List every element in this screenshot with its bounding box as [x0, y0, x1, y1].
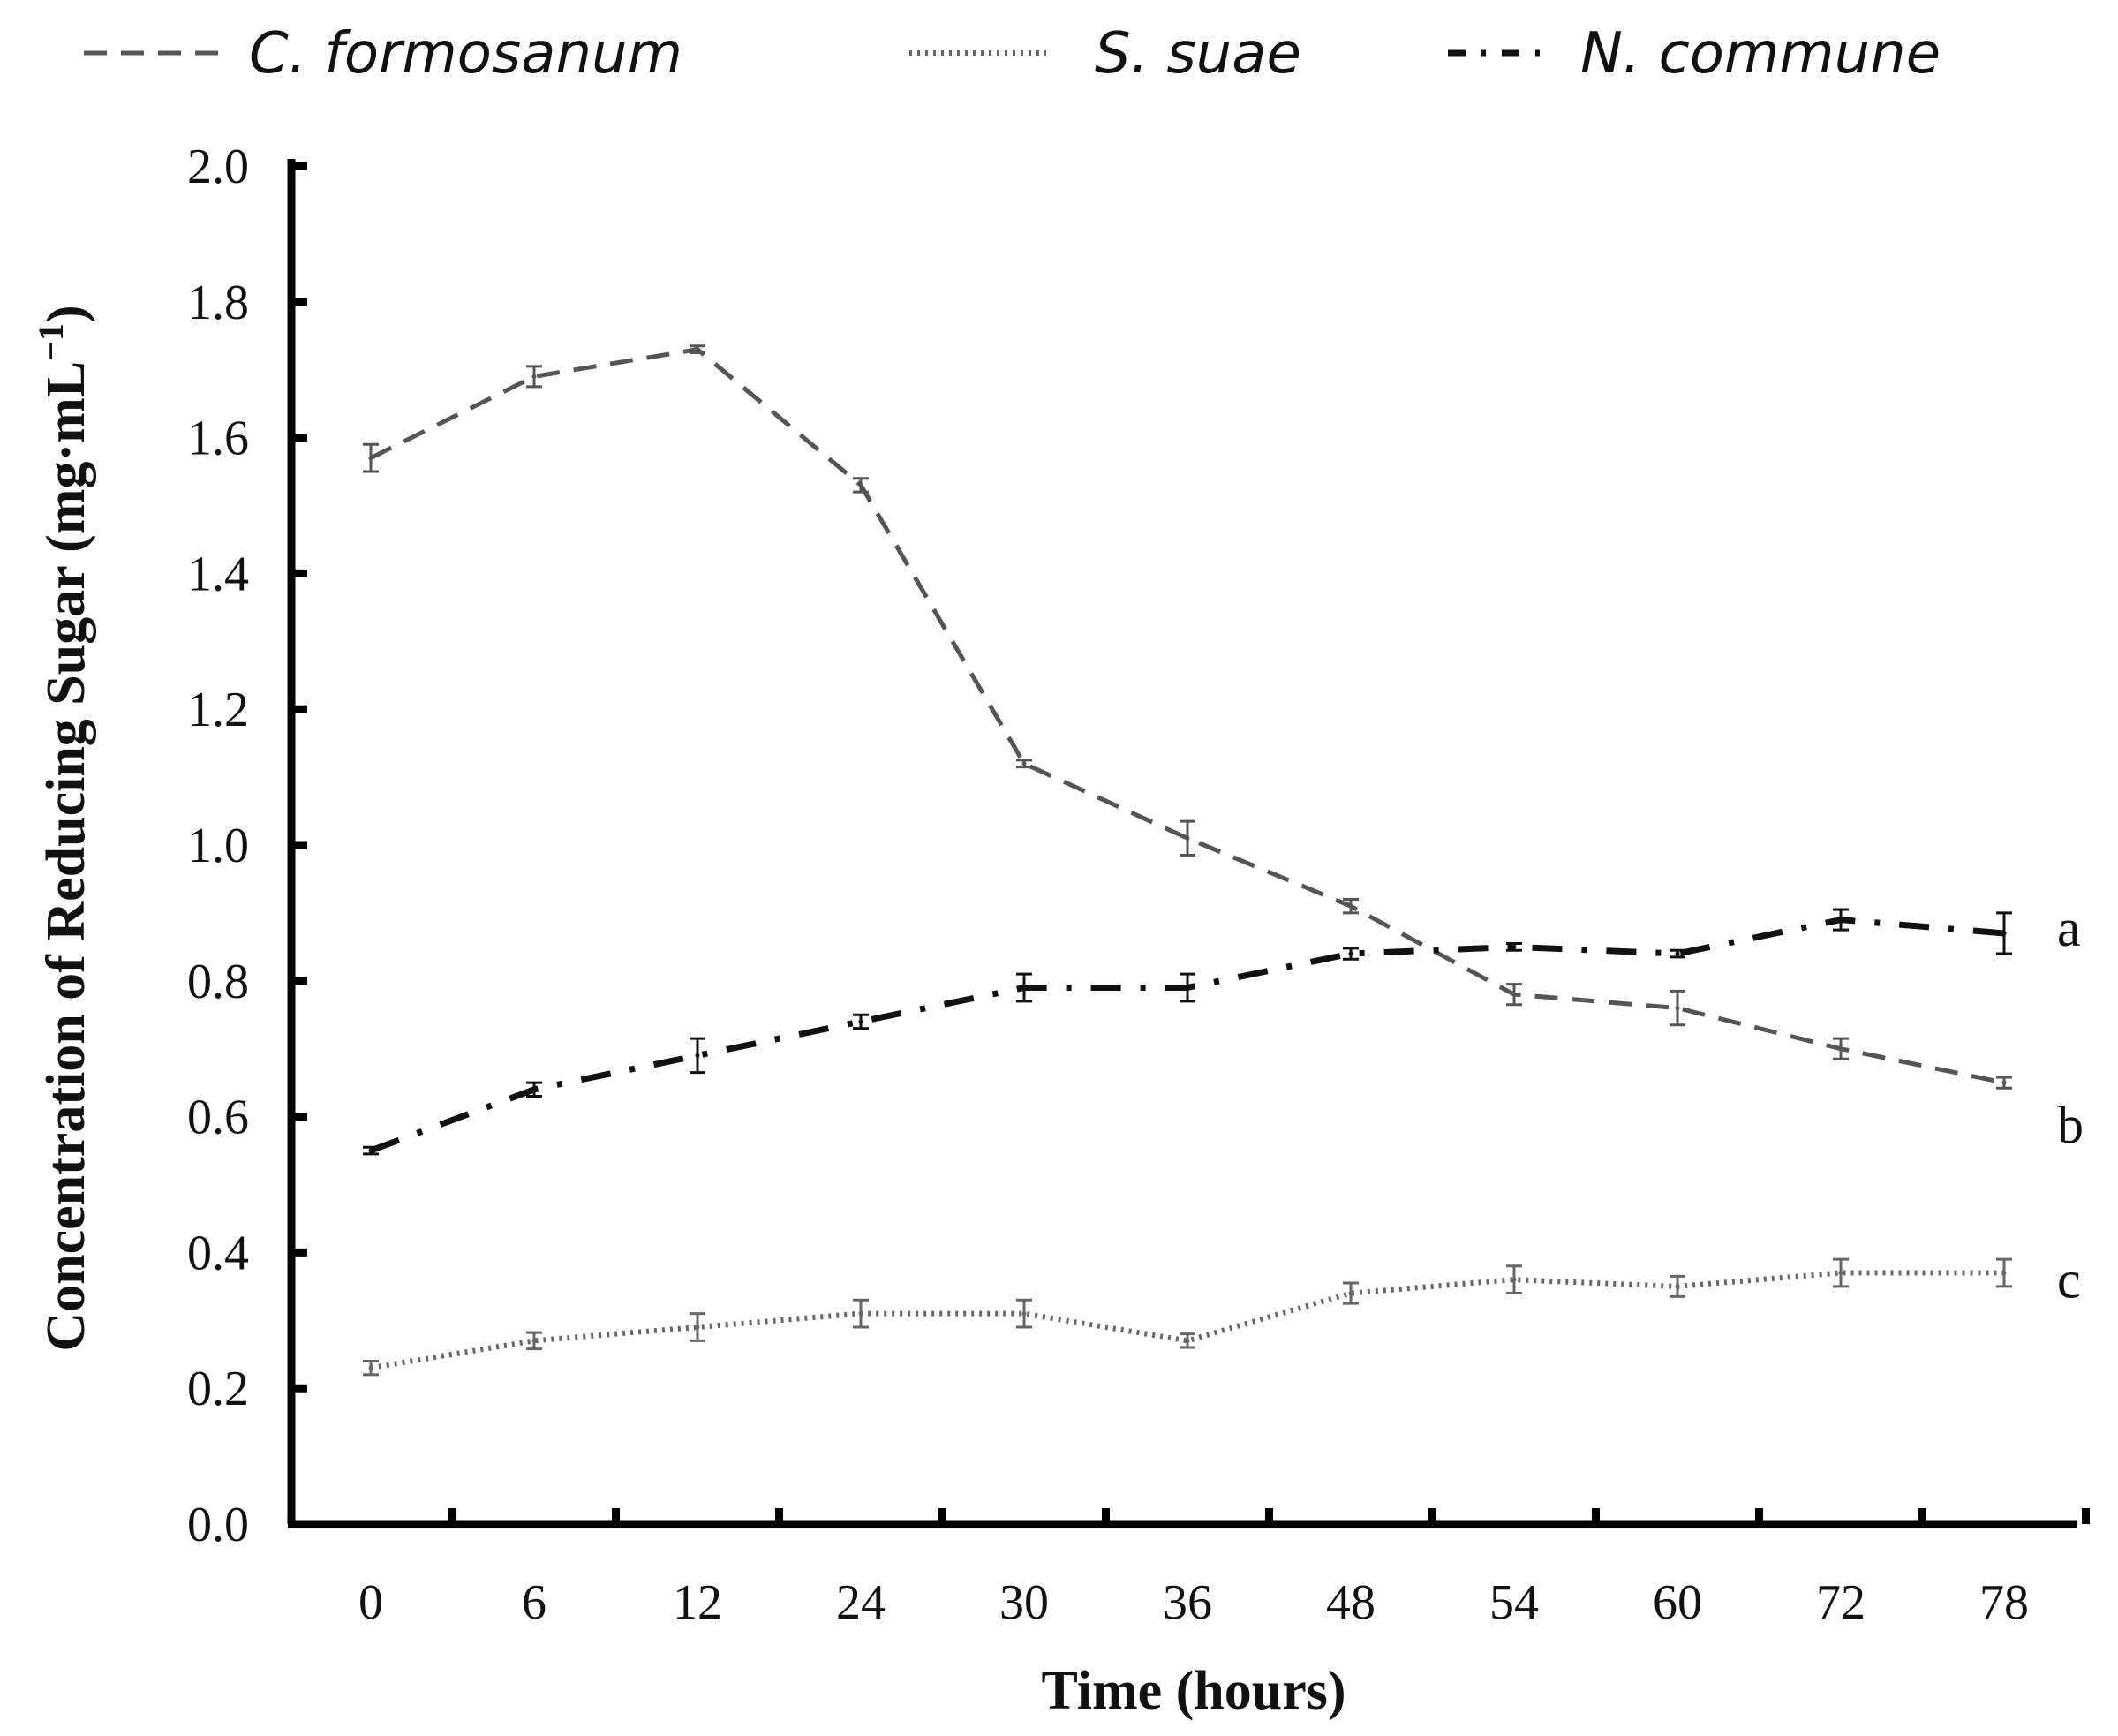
y-tick-label: 1.0	[187, 819, 249, 873]
x-tick-label: 6	[522, 1575, 546, 1630]
data-point	[858, 1311, 863, 1317]
x-tick-label: 30	[999, 1575, 1049, 1630]
series-layer: b c a	[363, 344, 2084, 1377]
x-tick-label: 24	[836, 1575, 886, 1630]
y-axis-title: Concentration of Reducing Sugar (mg·mL−1…	[31, 305, 96, 1351]
data-point	[1348, 903, 1353, 909]
data-point	[1838, 1270, 1843, 1275]
x-axis-ticks: 0 6 12 24 30 36 48 54 60 72 78	[358, 1508, 2090, 1630]
y-tick-label: 1.4	[187, 547, 249, 601]
x-tick-label: 48	[1326, 1575, 1376, 1630]
x-tick-label: 78	[1979, 1575, 2029, 1630]
data-point	[1348, 951, 1353, 956]
x-tick-label: 60	[1653, 1575, 1702, 1630]
x-tick-label: 12	[673, 1575, 722, 1630]
series-s-suae: c	[363, 1250, 2081, 1377]
data-point	[1511, 944, 1517, 949]
series-end-label: c	[2057, 1250, 2081, 1309]
x-tick-label: 0	[358, 1575, 383, 1630]
y-tick-label: 1.6	[187, 411, 249, 466]
legend: C. formosanum S. suae N. commune	[84, 21, 1941, 87]
x-axis-title: Time (hours)	[1041, 1661, 1345, 1721]
data-point	[531, 374, 537, 379]
data-point	[695, 1325, 700, 1330]
data-point	[1511, 1277, 1517, 1282]
data-point	[858, 1019, 863, 1024]
legend-label-s-suae: S. suae	[1095, 21, 1301, 87]
data-point	[1185, 1338, 1190, 1343]
y-axis-title-superscript: −1	[31, 323, 71, 361]
x-tick-label: 54	[1489, 1575, 1539, 1630]
y-tick-label: 0.4	[187, 1226, 249, 1280]
y-tick-label: 0.8	[187, 955, 249, 1009]
y-tick-label: 0.0	[187, 1498, 249, 1552]
y-tick-label: 1.2	[187, 683, 249, 737]
series-end-label: a	[2057, 899, 2081, 957]
data-point	[1185, 985, 1190, 990]
data-point	[531, 1087, 537, 1092]
data-point	[1348, 1291, 1353, 1296]
data-point	[2001, 1080, 2007, 1085]
y-tick-label: 1.8	[187, 275, 249, 330]
data-point	[2001, 1270, 2007, 1275]
x-tick-label: 36	[1163, 1575, 1212, 1630]
data-point	[368, 1365, 373, 1370]
data-point	[1838, 917, 1843, 923]
y-axis-title-main: Concentration of Reducing Sugar (mg·mL	[36, 361, 96, 1352]
data-point	[695, 1053, 700, 1058]
data-point	[1021, 1311, 1027, 1317]
legend-label-n-commune: N. commune	[1580, 21, 1941, 87]
y-axis-title-close: )	[36, 305, 96, 323]
y-tick-label: 0.6	[187, 1091, 249, 1145]
data-point	[531, 1338, 537, 1343]
data-point	[368, 1148, 373, 1153]
series-end-label: b	[2057, 1096, 2084, 1154]
y-axis-ticks: 0.0 0.2 0.4 0.6 0.8 1.0 1.2 1.4 1.6 1.8 2.0	[187, 140, 307, 1552]
data-point	[1675, 951, 1680, 956]
data-point	[368, 456, 373, 461]
data-point	[1675, 1284, 1680, 1289]
data-point	[858, 482, 863, 487]
data-point	[1838, 1046, 1843, 1052]
series-line	[369, 347, 2005, 1085]
y-tick-label: 2.0	[187, 140, 249, 194]
y-tick-label: 0.2	[187, 1362, 249, 1416]
data-point	[1021, 761, 1027, 766]
data-point	[695, 347, 700, 352]
data-point	[1511, 992, 1517, 997]
data-point	[1675, 1006, 1680, 1011]
series-c-formosanum: b	[363, 344, 2084, 1154]
series-line	[369, 917, 2005, 1154]
series-line	[370, 1270, 2004, 1371]
x-tick-label: 72	[1816, 1575, 1865, 1630]
legend-label-c-formosanum: C. formosanum	[249, 21, 682, 87]
data-point	[1185, 835, 1190, 841]
series-n-commune: a	[363, 899, 2081, 1156]
data-point	[2001, 931, 2007, 936]
data-point	[1021, 985, 1027, 990]
